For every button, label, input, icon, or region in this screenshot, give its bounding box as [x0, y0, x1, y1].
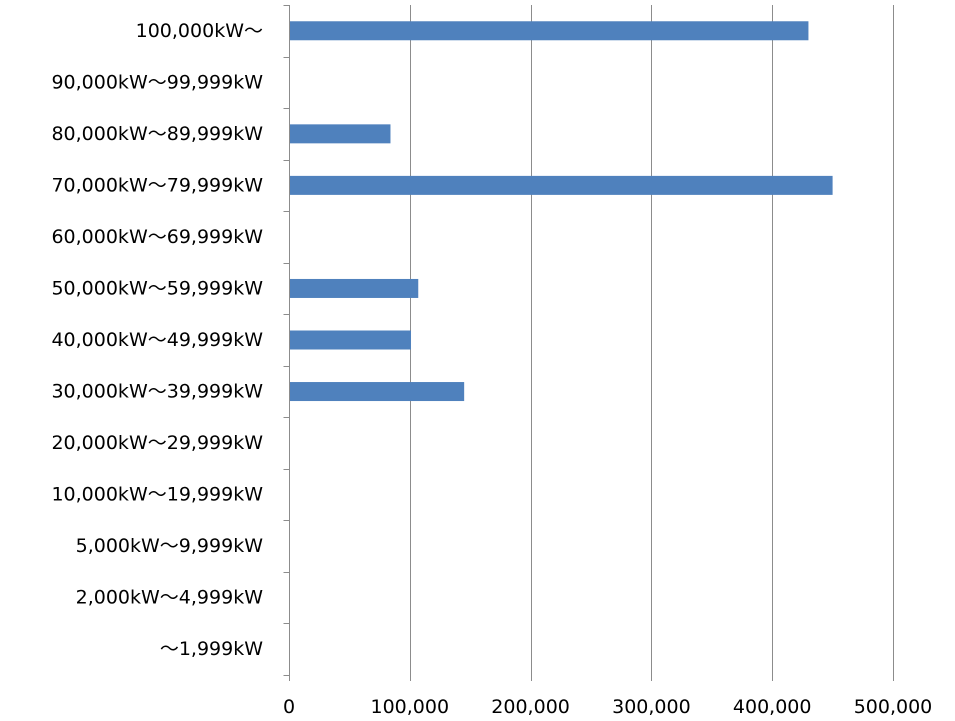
y-axis: [283, 5, 894, 681]
category-label-10: 5,000kW～9,999kW: [76, 535, 264, 557]
category-label-1: 90,000kW～99,999kW: [51, 71, 263, 93]
x-tick-label-5: 500,000: [854, 696, 933, 718]
category-label-9: 10,000kW～19,999kW: [51, 484, 263, 506]
bar-6: [289, 330, 412, 350]
bar-7: [289, 382, 465, 402]
category-label-6: 40,000kW～49,999kW: [51, 329, 263, 351]
bar-0: [289, 21, 809, 41]
category-labels: 100,000kW～ 90,000kW～99,999kW 80,000kW～89,9…: [51, 20, 263, 660]
category-label-7: 30,000kW～39,999kW: [51, 381, 263, 403]
bar-3: [289, 175, 833, 195]
bars: [289, 21, 833, 402]
x-tick-label-0: 0: [283, 696, 295, 718]
category-label-3: 70,000kW～79,999kW: [51, 174, 263, 196]
x-tick-label-4: 400,000: [733, 696, 812, 718]
category-label-11: 2,000kW～4,999kW: [76, 587, 264, 609]
category-label-12: ～1,999kW: [160, 638, 263, 660]
x-tick-label-3: 300,000: [612, 696, 691, 718]
category-label-8: 20,000kW～29,999kW: [51, 432, 263, 454]
x-tick-label-2: 200,000: [491, 696, 570, 718]
category-label-4: 60,000kW～69,999kW: [51, 226, 263, 248]
x-tick-labels: 0 100,000 200,000 300,000 400,000 500,000: [283, 696, 932, 718]
bar-5: [289, 278, 419, 298]
category-label-0: 100,000kW～: [136, 20, 263, 42]
bar-2: [289, 124, 391, 144]
x-tick-label-1: 100,000: [371, 696, 450, 718]
gridlines: [410, 5, 894, 675]
category-label-2: 80,000kW～89,999kW: [51, 123, 263, 145]
category-label-5: 50,000kW～59,999kW: [51, 277, 263, 299]
